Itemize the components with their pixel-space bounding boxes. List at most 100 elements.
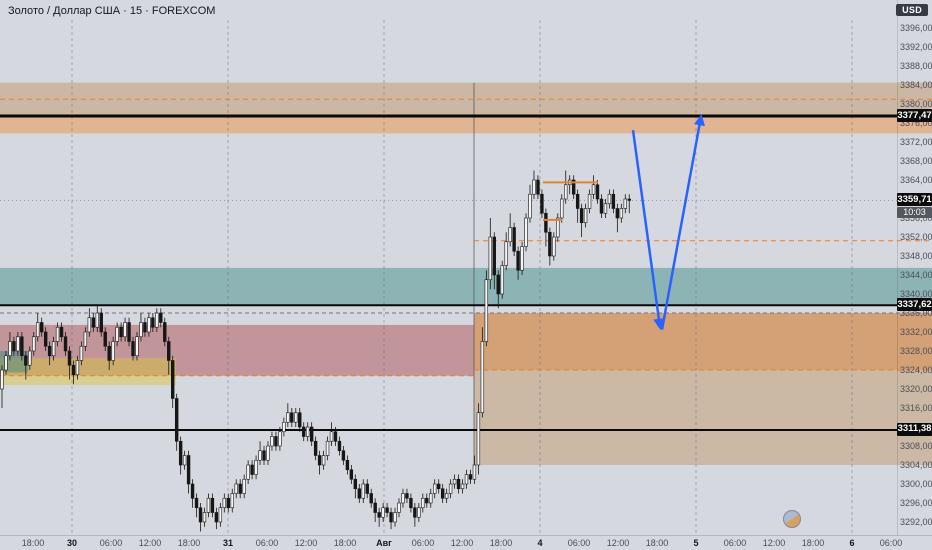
candle-body: [429, 493, 433, 504]
bar-countdown-badge: 10:03: [897, 206, 932, 218]
candle-body: [433, 483, 437, 494]
candle-body: [127, 322, 131, 342]
candle-body: [95, 312, 99, 328]
candle-body: [611, 193, 616, 209]
candle-body: [71, 364, 76, 376]
candle-body: [627, 198, 631, 201]
symbol-title[interactable]: Золото / Доллар США · 15 · FOREXCOM: [8, 5, 216, 17]
candle-body: [262, 450, 266, 461]
time-label: 12:00: [762, 538, 786, 548]
price-tick-label: 3336,00: [900, 308, 932, 318]
time-axis[interactable]: 18:00 30 06:00 12:00 18:00 31 06:00 12:00 18:00 А…: [0, 535, 932, 550]
candle-body: [373, 502, 377, 513]
price-tick-label: 3296,00: [900, 498, 932, 508]
candle-body: [186, 455, 191, 485]
zone-demand-orange-mid[interactable]: [474, 313, 932, 370]
candle-body: [147, 317, 151, 333]
candle-body: [480, 341, 485, 414]
candle-body: [579, 208, 584, 224]
candle-body: [298, 412, 302, 428]
zone-supply-orange-strip[interactable]: [0, 115, 932, 134]
time-label-day: 31: [222, 538, 234, 548]
candle-body: [242, 478, 246, 494]
candle-body: [595, 184, 600, 200]
candle-body: [516, 250, 520, 271]
candle-body: [230, 493, 234, 509]
price-tick-label: 3308,00: [900, 441, 932, 451]
candle-body: [274, 436, 278, 447]
candle-body: [349, 469, 354, 480]
candle-body: [436, 483, 441, 490]
candle-body: [321, 455, 326, 466]
candle-body: [353, 478, 358, 490]
candle-body: [345, 459, 350, 471]
candle-body: [591, 184, 596, 195]
time-label: 06:00: [567, 538, 591, 548]
candle-body: [214, 512, 219, 523]
candle-body: [43, 331, 48, 347]
zone-demand-teal[interactable]: [0, 267, 932, 306]
candle-body: [571, 179, 576, 195]
candle-body: [206, 497, 211, 513]
time-label: 18:00: [801, 538, 825, 548]
candle-body: [115, 326, 119, 342]
candle-body: [333, 431, 338, 442]
price-tick-label: 3392,00: [900, 42, 932, 52]
candle-body: [329, 431, 334, 442]
time-label: 06:00: [879, 538, 903, 548]
candle-body: [520, 246, 524, 271]
time-label: 12:00: [450, 538, 474, 548]
candle-body: [39, 322, 44, 333]
time-label: 06:00: [411, 538, 435, 548]
price-tick-label: 3356,00: [900, 213, 932, 223]
candle-body: [171, 360, 175, 399]
candle-body: [36, 322, 40, 338]
candle-body: [135, 336, 139, 357]
candle-body: [425, 497, 429, 504]
candle-body: [198, 507, 203, 523]
candle-body: [178, 440, 183, 466]
candle-body: [0, 369, 4, 390]
candle-body: [452, 478, 457, 485]
price-axis[interactable]: 3396,00 3392,00 3388,00 3384,00 3380,00 3376,…: [897, 0, 932, 535]
candle-body: [619, 208, 624, 219]
candle-body: [234, 483, 238, 494]
candle-body: [381, 507, 385, 518]
candle-body: [167, 341, 171, 361]
candle-body: [389, 512, 393, 523]
time-label-day: 30: [66, 538, 78, 548]
price-tick-label: 3376,00: [900, 118, 932, 128]
candle-body: [405, 493, 409, 499]
candle-body: [174, 398, 179, 442]
time-label: 18:00: [333, 538, 357, 548]
candle-body: [583, 208, 588, 224]
candle-body: [397, 502, 401, 513]
candle-body: [385, 507, 389, 513]
candle-body: [524, 217, 528, 247]
candle-body: [202, 512, 207, 523]
candle-body: [250, 464, 254, 475]
candle-body: [51, 341, 56, 357]
forecast-arrow[interactable]: [631, 129, 665, 330]
chart-sticker-icon[interactable]: [783, 510, 801, 528]
candle-body: [623, 198, 627, 209]
time-label-day: 5: [693, 538, 699, 548]
candle-body: [87, 317, 92, 333]
candle-body: [560, 198, 564, 219]
time-label: 12:00: [138, 538, 162, 548]
zone-demand-tan-big[interactable]: [474, 313, 932, 465]
forecast-arrow[interactable]: [660, 114, 706, 330]
time-label: 06:00: [723, 538, 747, 548]
candle-body: [302, 426, 306, 437]
candle-body: [294, 412, 298, 423]
candle-body: [218, 507, 223, 523]
candle-body: [75, 360, 80, 376]
time-label: 06:00: [99, 538, 123, 548]
candle-body: [492, 236, 496, 276]
candle-body: [103, 331, 107, 347]
price-tick-label: 3328,00: [900, 346, 932, 356]
candle-body: [417, 507, 421, 518]
price-tick-label: 3332,00: [900, 327, 932, 337]
candle-body: [361, 483, 365, 499]
